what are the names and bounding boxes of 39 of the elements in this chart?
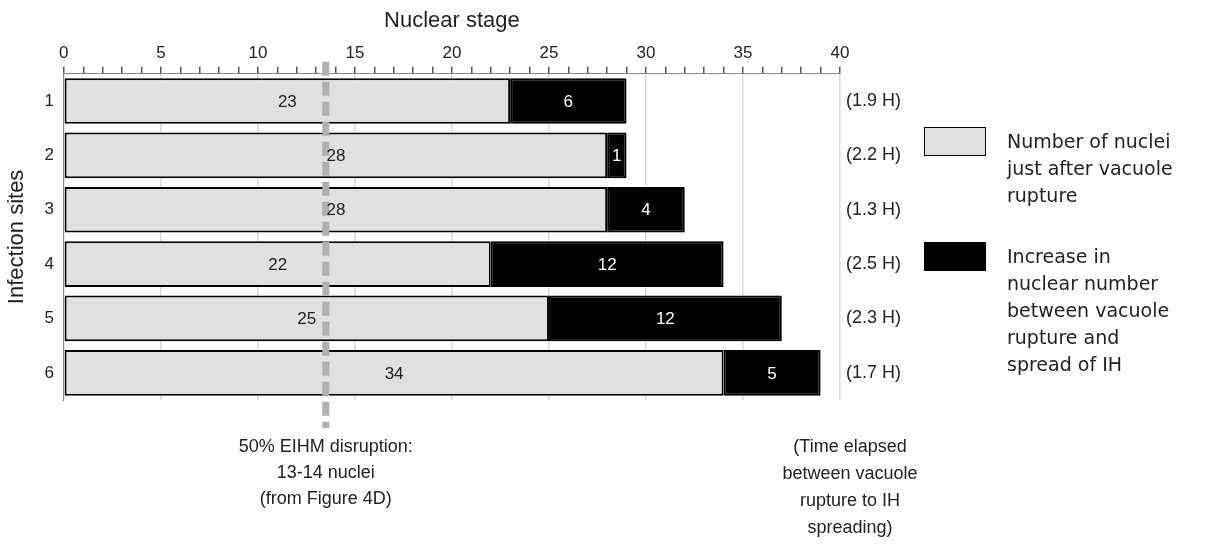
y-axis-title: Infection sites	[3, 169, 29, 305]
x-tick-label: 0	[59, 43, 69, 63]
data-label: 22	[268, 254, 288, 274]
y-tick-label: 3	[44, 199, 54, 219]
ref-line-label: 50% EIHM disruption: 13-14 nuclei (from Figure 4D)	[238, 435, 413, 508]
x-axis-title: Nuclear stage	[384, 7, 520, 33]
y-tick-label: 6	[44, 362, 54, 382]
y-tick-label: 1	[44, 90, 54, 110]
text: (2.5 H)	[846, 253, 902, 274]
data-label: 12	[655, 309, 675, 329]
y-tick-label: 5	[44, 308, 54, 328]
text: (1.3 H)	[846, 198, 902, 219]
data-label: 1	[612, 146, 622, 166]
x-tick-label: 35	[733, 43, 753, 63]
x-tick-label: 10	[248, 43, 268, 63]
data-label: 12	[597, 254, 617, 274]
data-label: 28	[326, 146, 346, 166]
data-label: 28	[326, 200, 346, 220]
data-label: 25	[297, 309, 317, 329]
text: (2.2 H)	[846, 144, 902, 165]
legend-label: Increase in nuclear number between vacuole rupture and spread of IH	[1007, 244, 1171, 377]
x-tick-label: 20	[442, 43, 462, 63]
data-label: 4	[641, 200, 651, 220]
data-label: 23	[277, 91, 297, 111]
text: (1.9 H)	[846, 89, 902, 110]
x-tick-label: 30	[636, 43, 656, 63]
data-label: 5	[767, 363, 777, 383]
data-label: 34	[384, 363, 404, 383]
text: (Time elapsed between vacuole rupture to IH spreading)	[782, 435, 918, 537]
text: (2.3 H)	[846, 307, 902, 328]
y-tick-label: 2	[44, 145, 54, 165]
text: (1.7 H)	[846, 361, 902, 382]
x-tick-label: 15	[345, 43, 365, 63]
y-tick-label: 4	[44, 253, 54, 273]
x-tick-label: 40	[830, 43, 850, 63]
x-tick-label: 25	[539, 43, 559, 63]
legend-label: Number of nuclei just after vacuole rupture	[1007, 129, 1174, 208]
data-label: 6	[563, 91, 574, 111]
x-tick-label: 5	[156, 43, 166, 63]
